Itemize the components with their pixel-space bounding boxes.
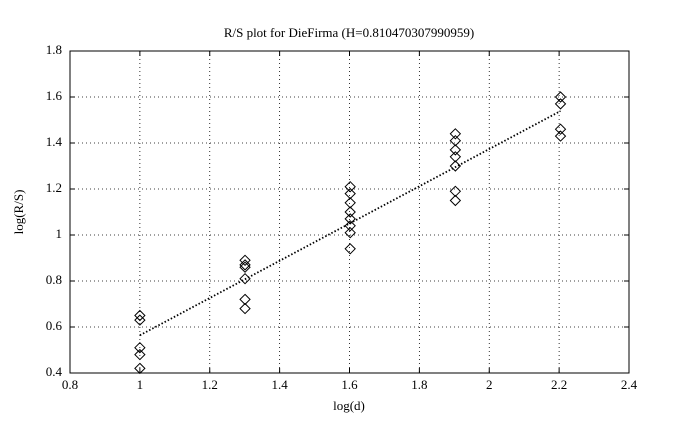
x-tick-label: 2 bbox=[486, 377, 493, 392]
data-point bbox=[344, 213, 356, 225]
data-point bbox=[554, 123, 567, 135]
y-tick-label: 1.8 bbox=[46, 42, 62, 57]
plot-frame bbox=[69, 50, 630, 374]
x-tick-label: 1.6 bbox=[341, 377, 358, 392]
data-point bbox=[134, 362, 146, 375]
fit-line bbox=[139, 110, 561, 337]
data-point bbox=[239, 293, 251, 306]
y-tick-label: 1.6 bbox=[46, 88, 63, 103]
data-point bbox=[239, 259, 251, 271]
data-point bbox=[134, 309, 146, 322]
data-point bbox=[449, 134, 462, 147]
y-tick-label: 0.6 bbox=[46, 318, 63, 333]
x-tick-label: 1.2 bbox=[202, 377, 218, 392]
data-point bbox=[344, 206, 356, 218]
x-tick-label: 0.8 bbox=[62, 377, 78, 392]
chart-title: R/S plot for DieFirma (H=0.8104703079909… bbox=[224, 25, 474, 40]
data-point bbox=[449, 185, 462, 198]
data-point bbox=[449, 151, 462, 163]
x-axis-label: log(d) bbox=[333, 398, 365, 413]
x-tick-label: 1 bbox=[137, 377, 144, 392]
data-point bbox=[554, 98, 567, 110]
data-point bbox=[239, 261, 251, 273]
data-point bbox=[134, 314, 146, 326]
data-point bbox=[449, 128, 462, 140]
y-tick-label: 0.4 bbox=[46, 364, 63, 379]
data-point bbox=[554, 91, 567, 103]
data-point bbox=[239, 254, 251, 267]
data-point bbox=[449, 144, 462, 156]
data-point bbox=[554, 130, 567, 142]
x-tick-label: 1.4 bbox=[272, 377, 289, 392]
data-point bbox=[344, 187, 356, 200]
data-point bbox=[449, 194, 462, 207]
x-tick-label: 2.2 bbox=[551, 377, 567, 392]
x-tick-label: 1.8 bbox=[411, 377, 427, 392]
y-axis-label: log(R/S) bbox=[11, 190, 26, 235]
data-point bbox=[134, 341, 146, 354]
x-tick-label: 2.4 bbox=[621, 377, 638, 392]
y-tick-label: 1.2 bbox=[46, 180, 62, 195]
data-point bbox=[239, 302, 251, 315]
y-tick-label: 0.8 bbox=[46, 272, 62, 287]
data-point bbox=[344, 197, 356, 209]
data-point bbox=[134, 348, 146, 361]
data-point bbox=[344, 180, 356, 193]
data-point bbox=[344, 243, 356, 255]
data-point bbox=[344, 226, 356, 239]
y-tick-label: 1.4 bbox=[46, 134, 63, 149]
y-tick-label: 1 bbox=[56, 226, 63, 241]
